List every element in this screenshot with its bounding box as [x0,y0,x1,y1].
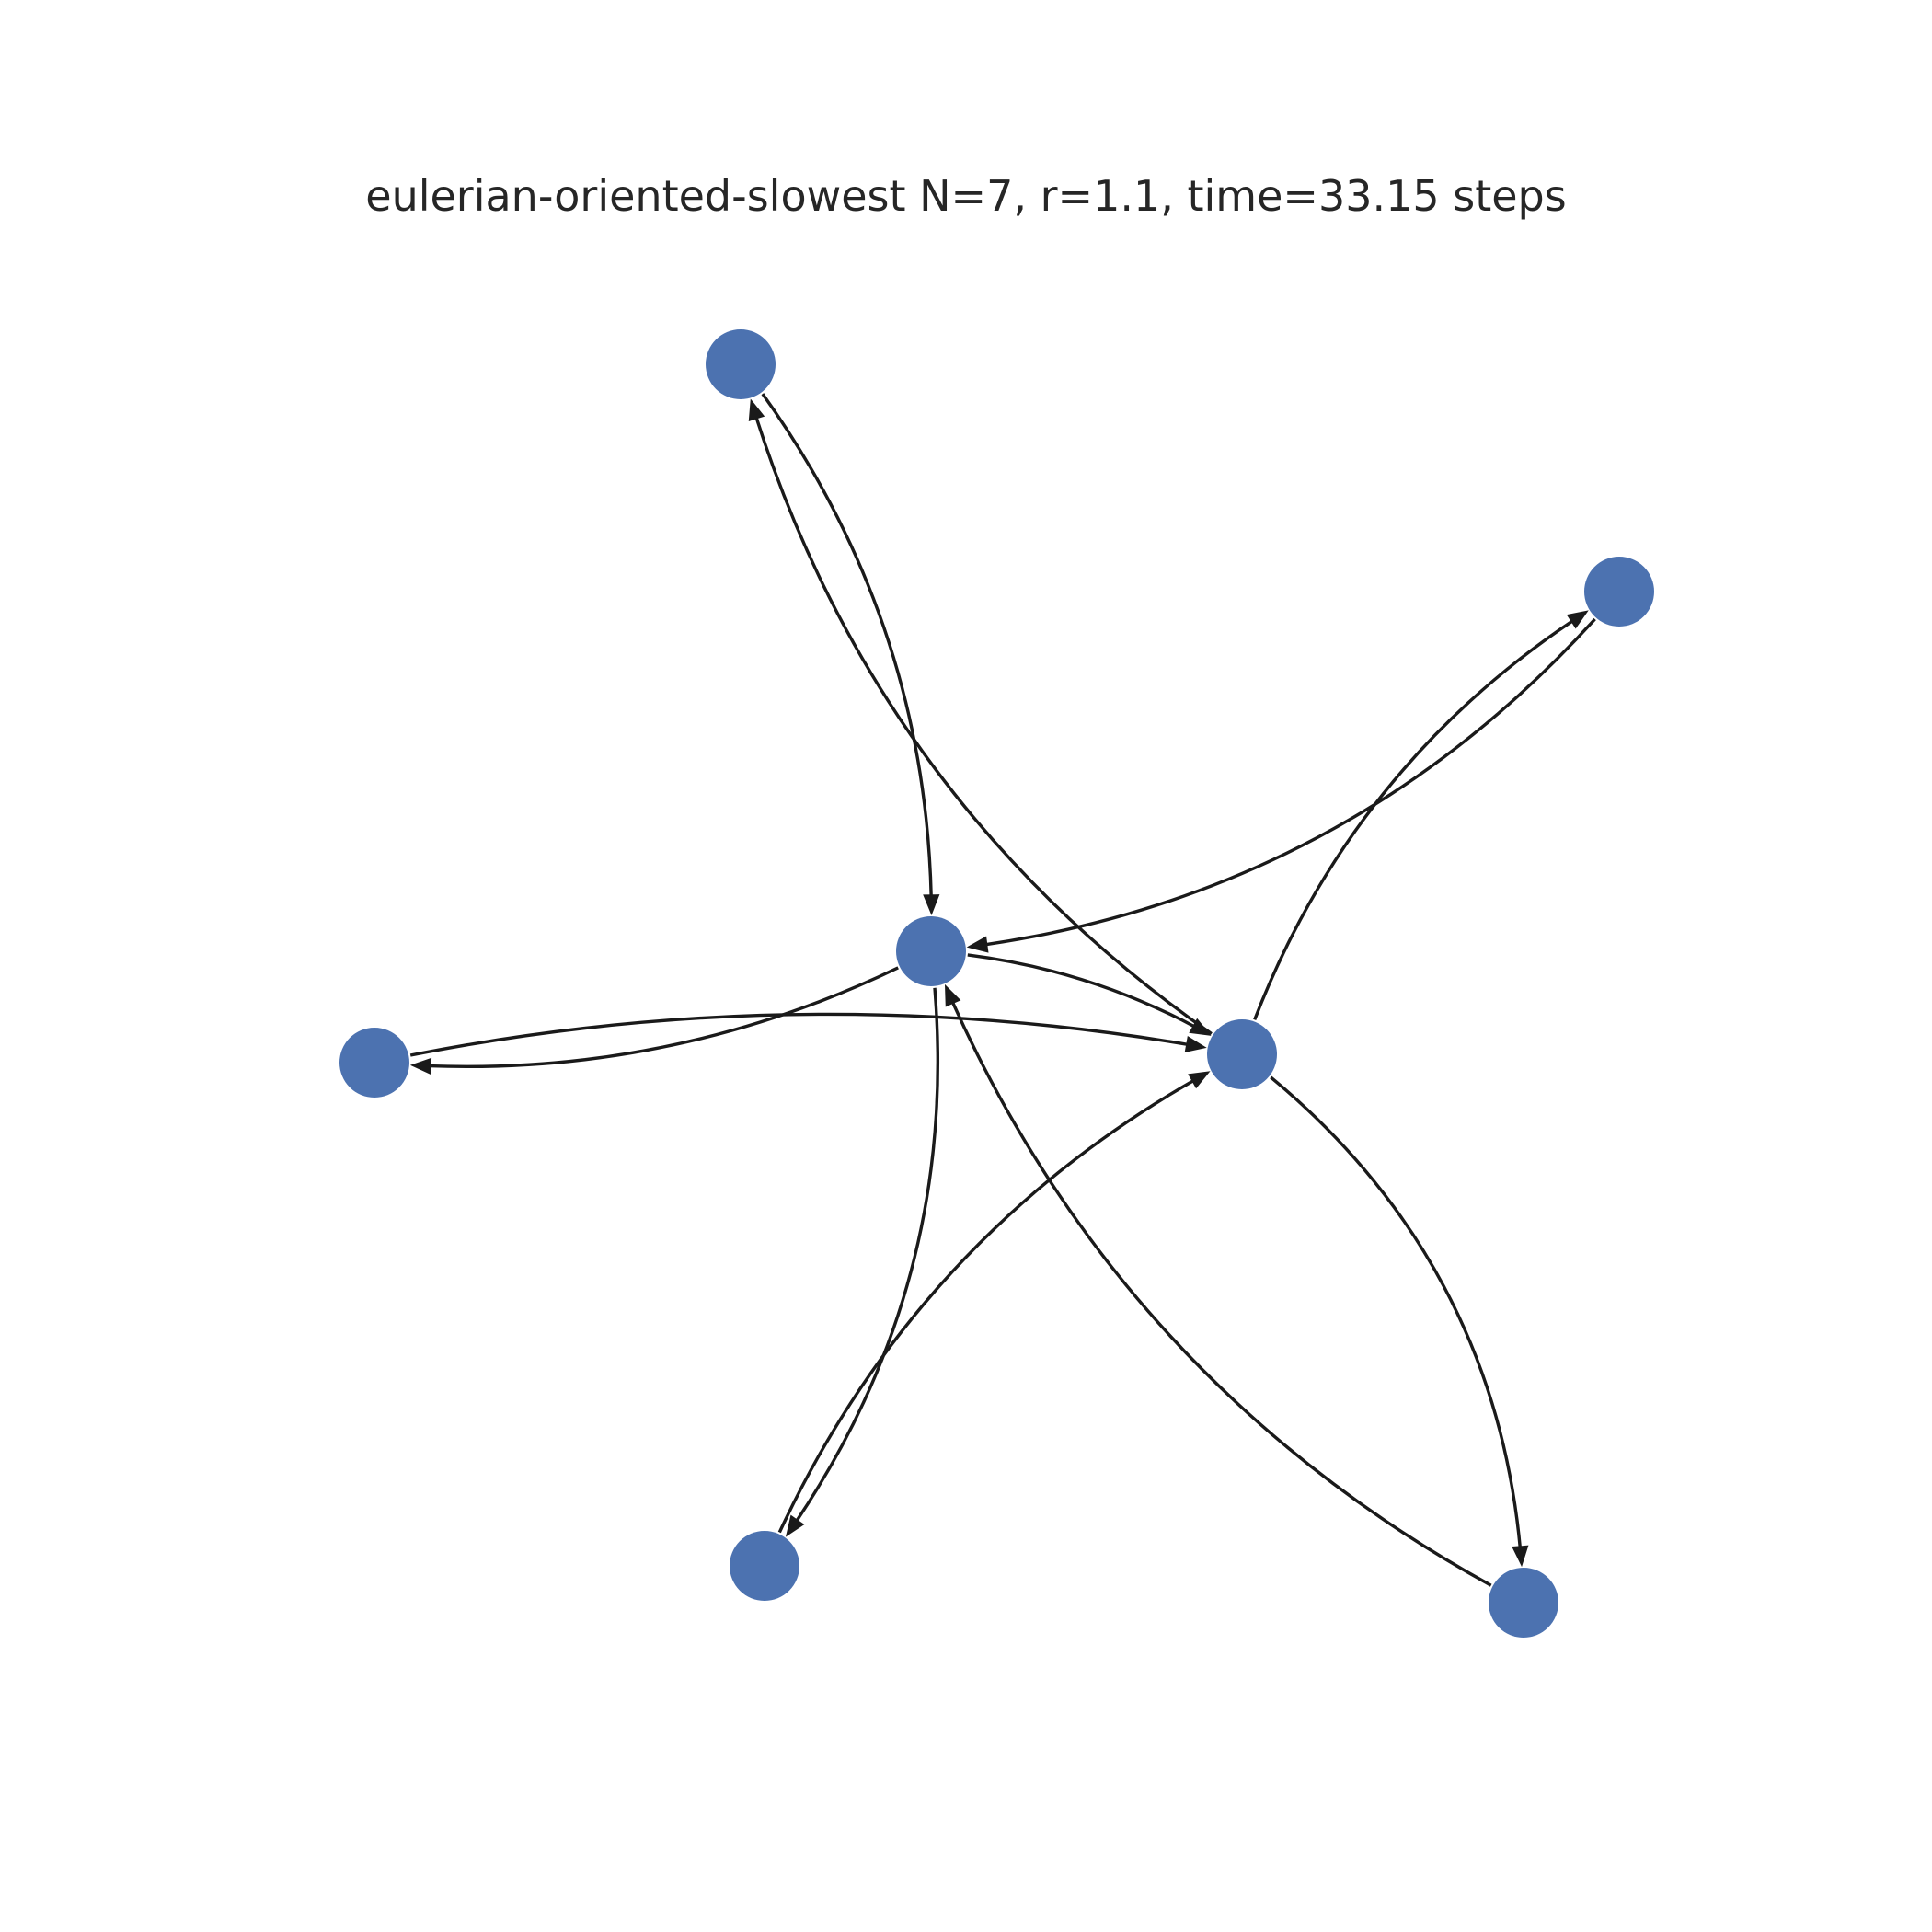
edge-n1-to-n3 [967,953,1196,1029]
edges-layer [409,393,1596,1587]
arrowhead-n1-to-n2 [409,1057,432,1075]
edge-n1-to-n4 [794,987,940,1523]
node-n6 [1489,1568,1558,1638]
node-n4 [730,1531,799,1601]
edge-n3-to-n6 [1270,1075,1523,1549]
arrowhead-n0-to-n1 [923,894,940,916]
edge-n1-to-n2 [428,966,899,1069]
figure-title: eulerian-oriented-slowest N=7, r=1.1, ti… [365,171,1567,221]
node-n0 [706,329,776,399]
edge-n0-to-n1 [761,393,933,898]
arrowhead-n1-to-n3 [1189,1018,1212,1036]
edge-n3-to-n0 [754,416,1213,1035]
edge-n3-to-n5 [1253,618,1574,1021]
nodes-layer [339,329,1654,1638]
edge-n2-to-n3 [409,1012,1190,1057]
arrowhead-n1-to-n4 [785,1514,805,1537]
arrowhead-n6-to-n1 [944,983,961,1007]
arrowhead-n3-to-n6 [1512,1545,1529,1568]
node-n5 [1584,557,1654,627]
arrowhead-n3-to-n0 [748,398,765,421]
edge-n5-to-n1 [984,617,1596,947]
arrowhead-n3-to-n5 [1566,610,1589,629]
node-n2 [339,1028,409,1098]
arrowheads-layer [409,398,1589,1568]
node-n3 [1207,1019,1277,1089]
arrowhead-n2-to-n3 [1184,1035,1207,1052]
edge-n4-to-n3 [777,1078,1195,1534]
edge-n6-to-n1 [950,1000,1492,1587]
node-n1 [896,916,966,986]
arrowhead-n4-to-n3 [1188,1071,1211,1089]
arrowhead-n5-to-n1 [966,936,989,953]
